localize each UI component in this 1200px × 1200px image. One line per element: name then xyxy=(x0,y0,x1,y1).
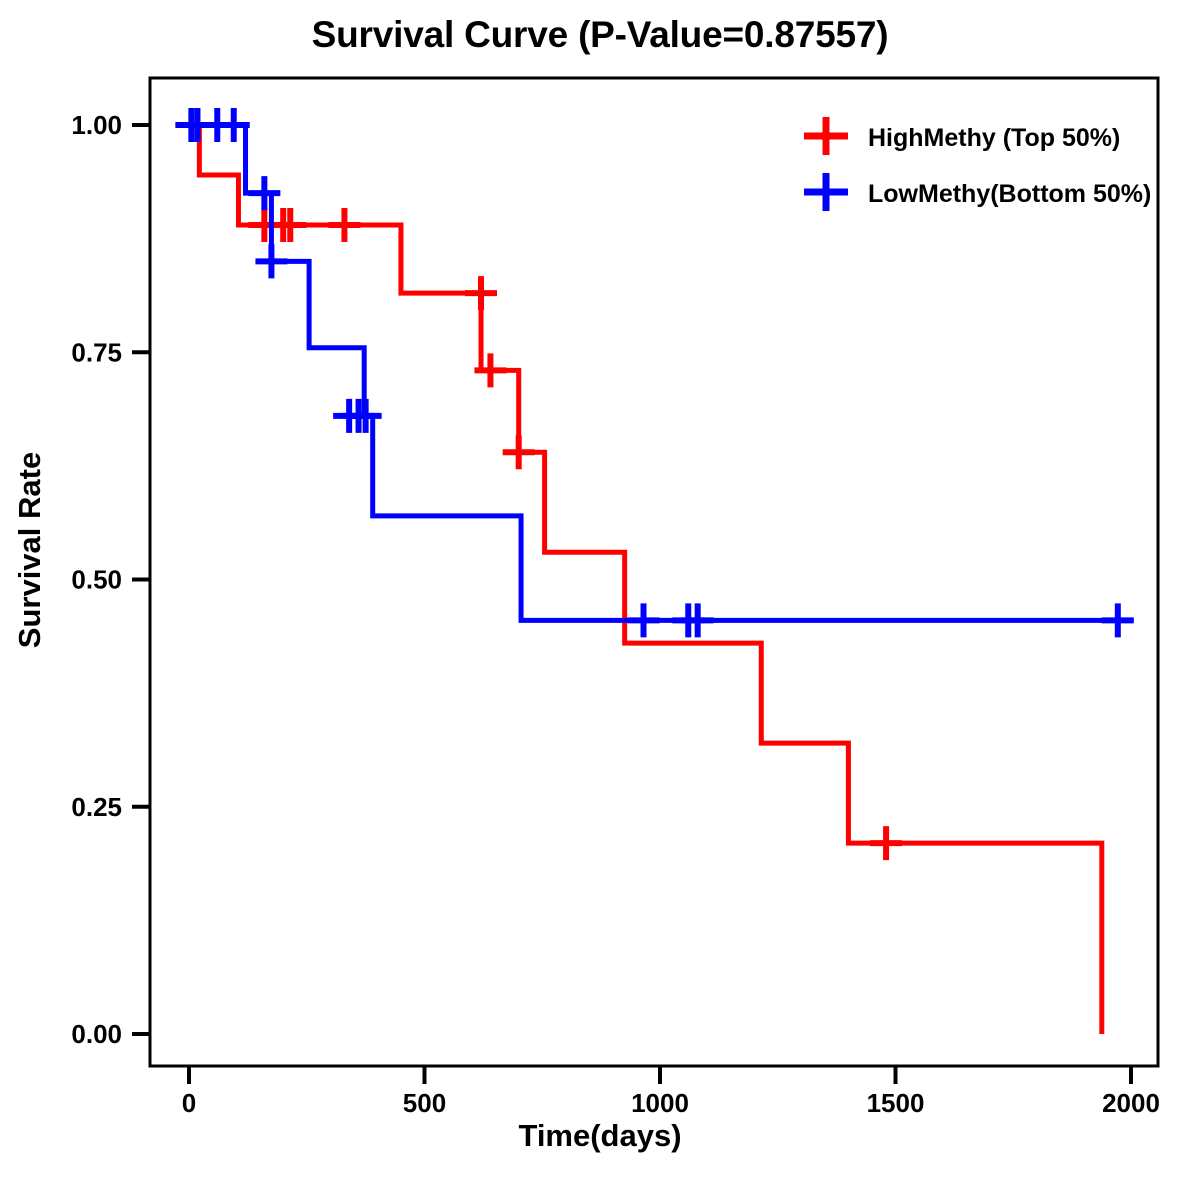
x-tick-label: 2000 xyxy=(1102,1088,1160,1118)
x-axis-ticks: 0 500 1000 1500 2000 xyxy=(182,1066,1160,1118)
y-tick-label: 0.50 xyxy=(71,565,122,595)
legend-item: LowMethy(Bottom 50%) xyxy=(804,173,1151,211)
chart-legend: HighMethy (Top 50%) LowMethy(Bottom 50%) xyxy=(804,117,1151,211)
y-axis-ticks: 0.00 0.25 0.50 0.75 1.00 xyxy=(71,110,150,1049)
legend-label: LowMethy(Bottom 50%) xyxy=(868,180,1151,208)
y-tick-label: 0.75 xyxy=(71,337,122,367)
x-axis-label: Time(days) xyxy=(518,1118,682,1153)
y-tick-label: 0.25 xyxy=(71,792,122,822)
step-line xyxy=(189,122,1105,1034)
x-tick-label: 1000 xyxy=(631,1088,689,1118)
x-tick-label: 1500 xyxy=(867,1088,925,1118)
legend-label: HighMethy (Top 50%) xyxy=(868,124,1120,152)
legend-item: HighMethy (Top 50%) xyxy=(804,117,1120,155)
plot-frame xyxy=(148,76,1160,1068)
y-tick-label: 0.00 xyxy=(71,1019,122,1049)
series-high-methy xyxy=(189,122,1105,1034)
series-low-methy xyxy=(175,108,1134,638)
x-tick-label: 500 xyxy=(403,1088,446,1118)
y-tick-label: 1.00 xyxy=(71,110,122,140)
series-layer xyxy=(175,108,1134,1034)
page-title: Survival Curve (P-Value=0.87557) xyxy=(311,14,889,55)
x-tick-label: 0 xyxy=(182,1088,196,1118)
